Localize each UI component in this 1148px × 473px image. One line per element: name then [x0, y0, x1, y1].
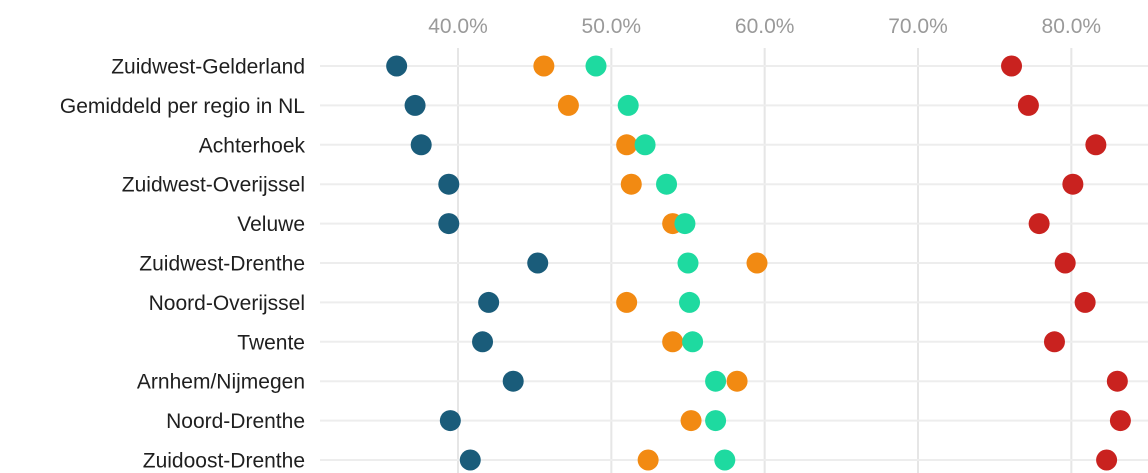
x-tick-label: 80.0%	[1042, 15, 1102, 38]
data-point-series-3[interactable]	[674, 213, 696, 235]
data-point-series-4[interactable]	[1017, 94, 1039, 116]
data-point-series-1[interactable]	[459, 449, 481, 471]
data-point-series-2[interactable]	[616, 291, 638, 313]
data-point-series-2[interactable]	[662, 331, 684, 353]
category-label: Zuidwest-Drenthe	[139, 253, 305, 276]
category-labels: Zuidwest-Gelderland Gemiddeld per regio i…	[60, 56, 306, 473]
row-lines	[320, 65, 1148, 461]
x-axis-ticks: 40.0% 50.0% 60.0% 70.0% 80.0%	[428, 15, 1101, 38]
data-point-series-1[interactable]	[502, 370, 524, 392]
data-point-series-1[interactable]	[527, 252, 549, 274]
data-point-series-4[interactable]	[1028, 213, 1050, 235]
category-label: Twente	[237, 331, 305, 354]
data-point-series-1[interactable]	[410, 134, 432, 156]
data-point-series-3[interactable]	[705, 410, 727, 432]
category-label: Arnhem/Nijmegen	[137, 371, 305, 394]
data-point-series-3[interactable]	[677, 252, 699, 274]
data-point-series-2[interactable]	[557, 94, 579, 116]
data-point-series-3[interactable]	[682, 331, 704, 353]
category-label: Veluwe	[237, 213, 305, 236]
category-label: Zuidoost-Drenthe	[143, 450, 305, 473]
data-point-series-1[interactable]	[472, 331, 494, 353]
data-point-series-1[interactable]	[386, 55, 408, 77]
x-tick-label: 40.0%	[428, 15, 488, 38]
data-point-series-4[interactable]	[1096, 449, 1118, 471]
data-point-series-4[interactable]	[1106, 370, 1128, 392]
data-point-series-1[interactable]	[438, 213, 460, 235]
data-point-series-3[interactable]	[617, 94, 639, 116]
data-point-series-2[interactable]	[533, 55, 555, 77]
data-point-series-1[interactable]	[478, 291, 500, 313]
data-point-series-3[interactable]	[714, 449, 736, 471]
data-point-series-3[interactable]	[656, 173, 678, 195]
data-point-series-2[interactable]	[680, 410, 702, 432]
x-tick-label: 60.0%	[735, 15, 795, 38]
data-point-series-4[interactable]	[1054, 252, 1076, 274]
category-label: Noord-Drenthe	[166, 410, 305, 433]
data-point-series-2[interactable]	[746, 252, 768, 274]
data-point-series-4[interactable]	[1085, 134, 1107, 156]
data-point-series-4[interactable]	[1109, 410, 1131, 432]
data-point-series-2[interactable]	[620, 173, 642, 195]
data-point-series-4[interactable]	[1062, 173, 1084, 195]
category-label: Zuidwest-Gelderland	[111, 56, 305, 79]
data-point-series-4[interactable]	[1043, 331, 1065, 353]
x-tick-label: 50.0%	[582, 15, 642, 38]
data-point-series-3[interactable]	[585, 55, 607, 77]
data-point-series-4[interactable]	[1001, 55, 1023, 77]
data-point-series-2[interactable]	[726, 370, 748, 392]
data-point-series-1[interactable]	[439, 410, 461, 432]
data-point-series-2[interactable]	[616, 134, 638, 156]
data-point-series-3[interactable]	[705, 370, 727, 392]
data-point-series-1[interactable]	[404, 94, 426, 116]
data-point-series-3[interactable]	[634, 134, 656, 156]
data-point-series-1[interactable]	[438, 173, 460, 195]
x-tick-label: 70.0%	[888, 15, 948, 38]
category-label: Zuidwest-Overijssel	[122, 174, 305, 197]
category-label: Noord-Overijssel	[149, 292, 305, 315]
data-point-series-4[interactable]	[1074, 291, 1096, 313]
category-label: Achterhoek	[199, 134, 306, 157]
category-label: Gemiddeld per regio in NL	[60, 95, 305, 118]
data-point-series-2[interactable]	[637, 449, 659, 471]
data-points	[386, 55, 1131, 471]
data-point-series-3[interactable]	[679, 291, 701, 313]
